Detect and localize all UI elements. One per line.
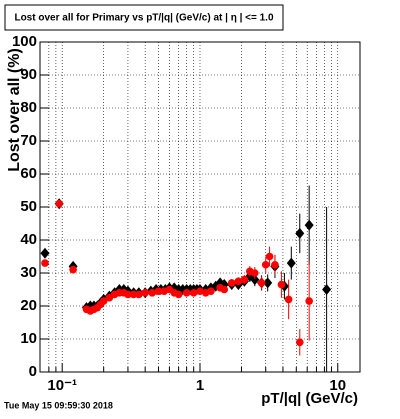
- data-point: [154, 287, 163, 295]
- data-point: [277, 280, 286, 289]
- data-point: [261, 260, 270, 269]
- data-point: [141, 289, 149, 297]
- data-point: [234, 277, 243, 286]
- x-tick-label: 10⁻¹: [47, 377, 77, 394]
- data-point: [55, 199, 63, 208]
- y-tick-label: 90: [20, 66, 37, 83]
- y-tick-label: 70: [20, 132, 37, 149]
- data-point: [284, 295, 293, 304]
- data-point: [271, 260, 279, 269]
- data-point: [265, 252, 274, 261]
- data-point: [196, 287, 204, 295]
- y-tick-label: 60: [20, 165, 37, 182]
- x-axis-title: pT/|q| (GeV/c): [261, 390, 358, 407]
- data-point: [286, 257, 296, 269]
- data-point: [135, 290, 143, 299]
- data-point: [40, 247, 50, 259]
- data-point: [69, 265, 77, 274]
- data-point: [182, 289, 191, 297]
- y-tick-label: 100: [12, 33, 37, 50]
- chart-title: Lost over all for Primary vs pT/|q| (GeV…: [14, 13, 273, 24]
- data-point: [189, 289, 198, 297]
- data-point: [129, 290, 138, 299]
- x-tick-label: 1: [196, 377, 204, 394]
- y-tick-label: 40: [20, 231, 37, 248]
- y-tick-label: 50: [20, 198, 37, 215]
- data-point: [174, 290, 183, 299]
- data-point: [295, 338, 304, 347]
- title-box: [4, 4, 284, 31]
- x-tick-label: 10: [329, 377, 346, 394]
- data-point: [295, 227, 305, 239]
- data-point: [240, 275, 249, 284]
- data-point: [250, 274, 260, 286]
- data-point: [257, 279, 266, 287]
- data-point: [124, 290, 132, 299]
- data-point: [251, 269, 259, 277]
- data-point: [220, 285, 229, 294]
- y-axis-title: Lost over all (%): [6, 48, 23, 172]
- data-point: [99, 297, 108, 305]
- data-point: [263, 277, 273, 289]
- data-point: [207, 287, 215, 295]
- data-point: [41, 259, 49, 267]
- y-tick-label: 10: [20, 330, 37, 347]
- timestamp: Tue May 15 09:59:30 2018: [4, 400, 113, 410]
- plot-area: [40, 42, 360, 372]
- data-point: [304, 219, 314, 231]
- y-tick-label: 0: [29, 363, 37, 380]
- data-point: [227, 279, 236, 287]
- data-point: [305, 297, 313, 305]
- data-point: [148, 289, 157, 297]
- y-tick-label: 30: [20, 264, 37, 281]
- y-tick-label: 80: [20, 99, 37, 116]
- y-tick-label: 20: [20, 297, 37, 314]
- data-point: [322, 284, 332, 295]
